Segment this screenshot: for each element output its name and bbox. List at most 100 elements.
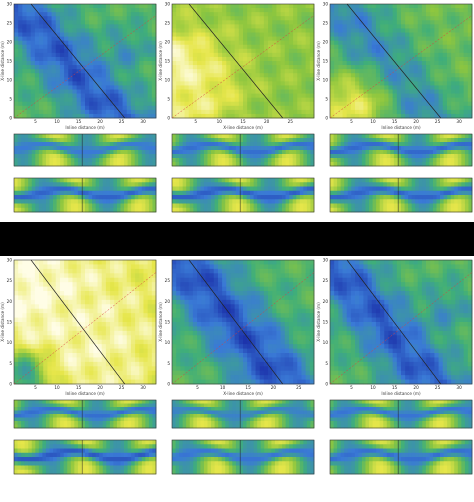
heatmap-cell	[380, 73, 385, 78]
heatmap-cell	[338, 109, 343, 115]
heatmap-cell	[64, 299, 69, 305]
heatmap-cell	[288, 16, 294, 21]
heatmap-cell	[284, 268, 290, 274]
heatmap-cell	[226, 339, 231, 345]
heatmap-cell	[392, 69, 398, 74]
heatmap-cell	[297, 344, 302, 349]
heatmap-cell	[259, 48, 265, 54]
heatmap-cell	[59, 353, 65, 358]
heatmap-cell	[80, 40, 86, 46]
heatmap-cell	[143, 36, 149, 42]
heatmap-cell	[259, 12, 265, 17]
heatmap-cell	[101, 16, 107, 21]
heatmap-cell	[64, 264, 69, 270]
heatmap-cell	[434, 8, 439, 13]
heatmap-cell	[76, 4, 82, 9]
heatmap-cell	[80, 375, 86, 380]
heatmap-cell	[288, 326, 294, 332]
heatmap-cell	[64, 32, 69, 37]
heatmap-cell	[288, 277, 294, 283]
heatmap-cell	[197, 313, 202, 318]
heatmap-cell	[226, 353, 231, 358]
heatmap-cell	[238, 344, 244, 349]
reference-line	[171, 15, 315, 119]
heatmap-cell	[201, 273, 206, 279]
heatmap-cell	[272, 330, 277, 336]
heatmap-cell	[243, 348, 248, 354]
heatmap-cell	[34, 48, 40, 54]
heatmap-cell	[392, 48, 398, 54]
heatmap-cell	[118, 61, 123, 66]
heatmap-cell	[85, 295, 90, 301]
heatmap-cell	[396, 20, 402, 25]
heatmap-cell	[305, 109, 311, 115]
heatmap-cell	[251, 44, 256, 50]
heatmap-cell	[122, 28, 128, 33]
heatmap-cell	[280, 304, 286, 310]
heatmap-cell	[217, 69, 223, 74]
heatmap-cell	[22, 32, 27, 37]
heatmap-cell	[259, 61, 265, 66]
heatmap-cell	[143, 291, 149, 296]
heatmap-cell	[192, 36, 198, 42]
heatmap-cell	[396, 40, 402, 46]
heatmap-cell	[413, 61, 419, 66]
heatmap-cell	[463, 77, 469, 82]
heatmap-cell	[143, 379, 149, 385]
heatmap-cell	[350, 36, 356, 42]
heatmap-cell	[213, 89, 219, 94]
heatmap-cell	[205, 308, 210, 314]
heatmap-cell	[135, 344, 140, 349]
heatmap-cell	[392, 56, 398, 62]
heatmap-cell	[288, 361, 294, 367]
heatmap-cell	[197, 52, 202, 58]
heatmap-cell	[355, 113, 360, 119]
heatmap-cell	[309, 291, 315, 296]
heatmap-cell	[89, 317, 94, 323]
heatmap-cell	[430, 52, 435, 58]
heatmap-cell	[234, 304, 240, 310]
heatmap-cell	[209, 113, 215, 119]
heatmap-cell	[342, 65, 348, 70]
heatmap-cell	[30, 44, 36, 50]
heatmap-cell	[59, 16, 65, 21]
heatmap-cell	[301, 36, 307, 42]
heatmap-cell	[130, 308, 136, 314]
heatmap-cell	[147, 375, 153, 380]
heatmap-cell	[392, 20, 398, 25]
heatmap-cell	[205, 44, 210, 50]
heatmap-cell	[230, 48, 236, 54]
heatmap-cell	[76, 52, 82, 58]
heatmap-cell	[139, 97, 144, 103]
heatmap-cell	[130, 69, 136, 74]
heatmap-cell	[305, 370, 311, 376]
heatmap-cell	[380, 16, 385, 21]
heatmap-cell	[110, 304, 115, 310]
heatmap-cell	[230, 4, 236, 9]
y-tick-label: 0	[9, 382, 12, 387]
heatmap-cell	[371, 97, 377, 103]
heatmap-cell	[375, 24, 381, 29]
heatmap-cell	[384, 32, 389, 37]
heatmap-cell	[276, 89, 281, 94]
heatmap-cell	[330, 260, 335, 265]
heatmap-cell	[284, 299, 290, 305]
heatmap-cell	[438, 52, 444, 58]
heatmap-cell	[26, 36, 32, 42]
heatmap-cell	[26, 375, 32, 380]
heatmap-cell	[222, 282, 227, 287]
heatmap-cell	[147, 44, 153, 50]
heatmap-cell	[188, 370, 194, 376]
heatmap-cell	[139, 299, 144, 305]
heatmap-cell	[446, 16, 452, 21]
heatmap-cell	[375, 97, 381, 103]
heatmap-cell	[276, 69, 281, 74]
heatmap-cell	[101, 61, 107, 66]
heatmap-cell	[101, 28, 107, 33]
heatmap-cell	[234, 277, 240, 283]
heatmap-cell	[268, 322, 273, 327]
heatmap-cell	[259, 286, 265, 292]
heatmap-cell	[130, 65, 136, 70]
heatmap-cell	[68, 81, 73, 86]
heatmap-cell	[30, 97, 36, 103]
